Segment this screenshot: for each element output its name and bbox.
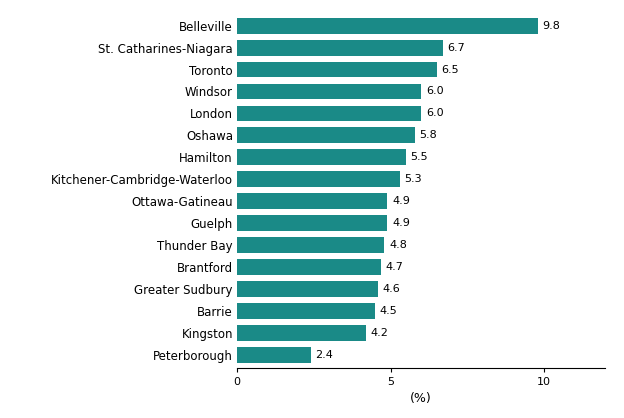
- Text: 4.9: 4.9: [392, 196, 410, 206]
- Bar: [237, 62, 437, 77]
- Bar: [237, 18, 538, 33]
- Text: 4.6: 4.6: [383, 284, 401, 294]
- Bar: [237, 193, 388, 209]
- Bar: [237, 171, 400, 187]
- Bar: [237, 347, 311, 362]
- Text: 5.5: 5.5: [411, 152, 428, 162]
- Text: 6.7: 6.7: [447, 43, 465, 53]
- Bar: [237, 127, 415, 143]
- Text: 4.9: 4.9: [392, 218, 410, 228]
- Text: 4.8: 4.8: [389, 240, 407, 250]
- Bar: [237, 215, 388, 231]
- Text: 5.3: 5.3: [404, 174, 422, 184]
- Text: 6.0: 6.0: [426, 87, 444, 97]
- Bar: [237, 149, 406, 165]
- Bar: [237, 105, 421, 121]
- Text: 6.5: 6.5: [441, 64, 459, 74]
- Bar: [237, 325, 366, 341]
- Bar: [237, 237, 384, 253]
- Text: 2.4: 2.4: [315, 350, 333, 359]
- Text: 4.5: 4.5: [380, 306, 397, 316]
- Text: 4.7: 4.7: [386, 262, 404, 272]
- Text: 6.0: 6.0: [426, 108, 444, 118]
- Bar: [237, 84, 421, 99]
- Bar: [237, 40, 442, 56]
- X-axis label: (%): (%): [411, 393, 432, 405]
- Bar: [237, 281, 378, 297]
- Text: 9.8: 9.8: [542, 21, 560, 31]
- Text: 4.2: 4.2: [371, 328, 389, 338]
- Bar: [237, 259, 381, 275]
- Bar: [237, 303, 375, 319]
- Text: 5.8: 5.8: [420, 130, 437, 140]
